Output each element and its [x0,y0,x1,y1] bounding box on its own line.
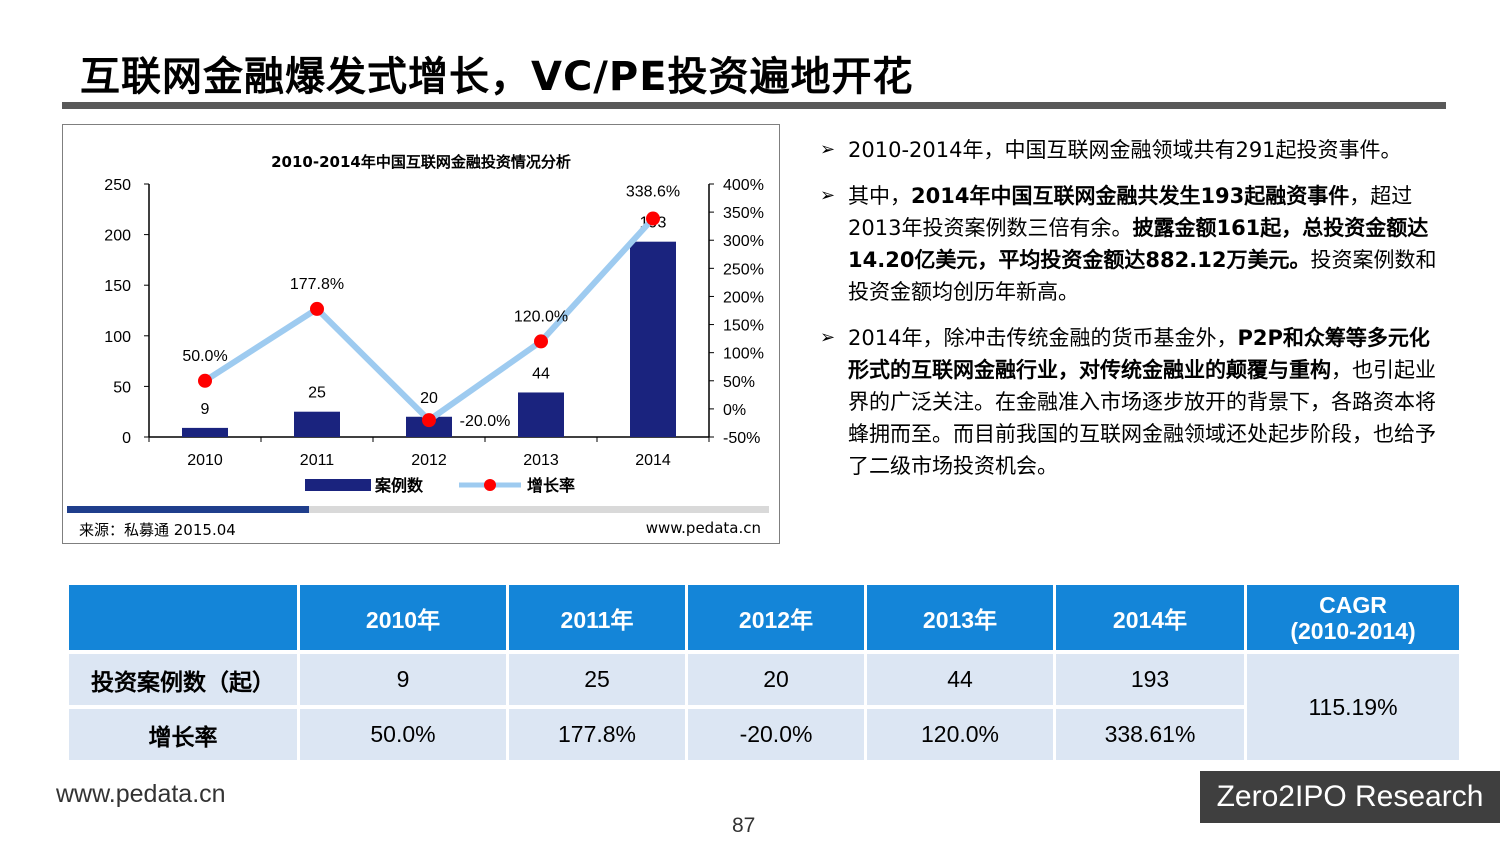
bar-mark [518,392,564,437]
bullet-text: 2014年，除冲击传统金融的货币基金外， [848,326,1238,350]
page-title: 互联网金融爆发式增长，VC/PE投资遍地开花 [80,54,914,100]
bar-data-label: 44 [532,365,550,382]
table-row: 增长率 50.0% 177.8% -20.0% 120.0% 338.61% [69,709,1459,760]
legend-line-label: 增长率 [527,476,575,495]
y-right-tick-label: 350% [723,205,764,222]
bullet-item: ➢ 其中，2014年中国互联网金融共发生193起融资事件，超过2013年投资案例数… [820,180,1440,308]
x-tick-label: 2014 [635,452,671,469]
growth-data-label: 338.6% [626,184,680,201]
table-cell: 44 [867,654,1053,705]
table-cell: 338.61% [1056,709,1244,760]
growth-point [422,413,436,428]
table-cell: 193 [1056,654,1244,705]
table-cell: 25 [509,654,685,705]
chart-panel: 2010-2014年中国互联网金融投资情况分析 0 50 100 150 200 250 -5… [62,124,780,544]
growth-point [310,301,324,316]
y-right-tick-label: -50% [723,430,760,447]
growth-data-label: -20.0% [460,413,511,430]
table-row: 投资案例数（起） 9 25 20 44 193 115.19% [69,654,1459,760]
bar-data-label: 25 [308,385,326,402]
y-right-tick-label: 0% [723,402,746,419]
bullet-arrow-icon: ➢ [820,185,836,206]
bullet-list: ➢ 2010-2014年，中国互联网金融领域共有291起投资事件。 ➢ 其中，2014… [820,134,1440,496]
title-underline [62,102,1446,109]
bar-mark [294,411,340,437]
y-right-tick-label: 250% [723,261,764,278]
table-cagr-value: 115.19% [1247,654,1459,760]
growth-data-label: 177.8% [290,276,344,293]
bullet-text: 2010-2014年，中国互联网金融领域共有291起投资事件。 [848,138,1402,162]
table-cell: 50.0% [300,709,506,760]
x-tick-label: 2013 [523,452,559,469]
bullet-arrow-icon: ➢ [820,327,836,348]
table-header-cell [69,585,297,650]
table-header-cell: 2010年 [300,585,506,650]
y-left-tick-label: 200 [104,228,131,245]
bullet-text-bold: 2014年中国互联网金融共发生193起融资事件 [911,184,1350,208]
table-cell: 9 [300,654,506,705]
brand-logo: Zero2IPO Research [1200,771,1500,823]
y-right-tick-label: 200% [723,289,764,306]
bullet-arrow-icon: ➢ [820,139,836,160]
chart-scroll-strip-fill [67,506,309,513]
table-cell: 20 [688,654,864,705]
table-header-cell: 2013年 [867,585,1053,650]
y-left-tick-label: 0 [122,430,131,447]
chart-svg: 2010-2014年中国互联网金融投资情况分析 0 50 100 150 200 250 -5… [104,153,764,495]
footer-url: www.pedata.cn [56,780,226,808]
y-right-tick-label: 300% [723,233,764,250]
y-left-tick-label: 150 [104,278,131,295]
bullet-text-bold: 披露金额161起，总投资金额达14.20亿美元，平均投资金额达882.12万美元… [848,216,1429,272]
y-right-tick-label: 100% [723,346,764,363]
table-cell: 177.8% [509,709,685,760]
table-cell: -20.0% [688,709,864,760]
x-tick-label: 2010 [187,452,223,469]
x-tick-label: 2011 [300,452,335,469]
y-right-tick-label: 150% [723,318,764,335]
table-header-cell: 2014年 [1056,585,1244,650]
chart-title: 2010-2014年中国互联网金融投资情况分析 [271,153,571,171]
growth-data-label: 50.0% [182,348,227,365]
table-cell: 120.0% [867,709,1053,760]
bar-mark [630,241,676,437]
table-header-cell: 2011年 [509,585,685,650]
table-header-cagr: CAGR (2010-2014) [1247,585,1459,650]
x-tick-label: 2012 [411,452,447,469]
y-right-tick-label: 400% [723,177,764,194]
page-number: 87 [732,814,756,837]
bullet-item: ➢ 2014年，除冲击传统金融的货币基金外，P2P和众筹等多元化形式的互联网金融行… [820,322,1440,482]
chart-source: 来源：私募通 2015.04 [79,521,236,539]
bullet-item: ➢ 2010-2014年，中国互联网金融领域共有291起投资事件。 [820,134,1440,166]
table-row-label: 增长率 [69,709,297,760]
table-header-row: 2010年 2011年 2012年 2013年 2014年 CAGR (2010… [69,585,1459,650]
bar-data-label: 20 [420,390,438,407]
growth-point [198,373,212,388]
legend-bar-swatch [305,479,371,491]
table-row-label: 投资案例数（起） [69,654,297,705]
stats-table: 2010年 2011年 2012年 2013年 2014年 CAGR (2010… [66,581,1462,764]
y-left-tick-label: 250 [104,177,131,194]
bullet-text: ，也引起业界的广泛关注。在金融准入市场逐步放开的背景下，各路资本将蜂拥而至。而目… [848,358,1436,478]
growth-point [534,334,548,349]
bullet-text: 其中， [848,184,911,208]
bullet-text-bold: P2P和众筹等多元化形式的互联网金融行业，对传统金融业的颠覆与重构 [848,326,1430,382]
bullet-text: ，超过2013年投资案例数三倍有余。 [848,184,1413,240]
table-header-cell: 2012年 [688,585,864,650]
growth-point [646,211,660,226]
y-right-tick-label: 50% [723,374,755,391]
legend-bar-label: 案例数 [374,476,424,495]
chart-url: www.pedata.cn [645,519,761,537]
growth-data-label: 120.0% [514,308,568,325]
bullet-text: 投资案例数和投资金额均创历年新高。 [848,248,1437,304]
y-left-tick-label: 100 [104,329,131,346]
chart-scroll-strip [67,506,769,513]
bar-data-label: 9 [201,401,210,418]
legend-line-marker [484,479,496,491]
bar-mark [182,427,228,437]
y-left-tick-label: 50 [113,379,131,396]
